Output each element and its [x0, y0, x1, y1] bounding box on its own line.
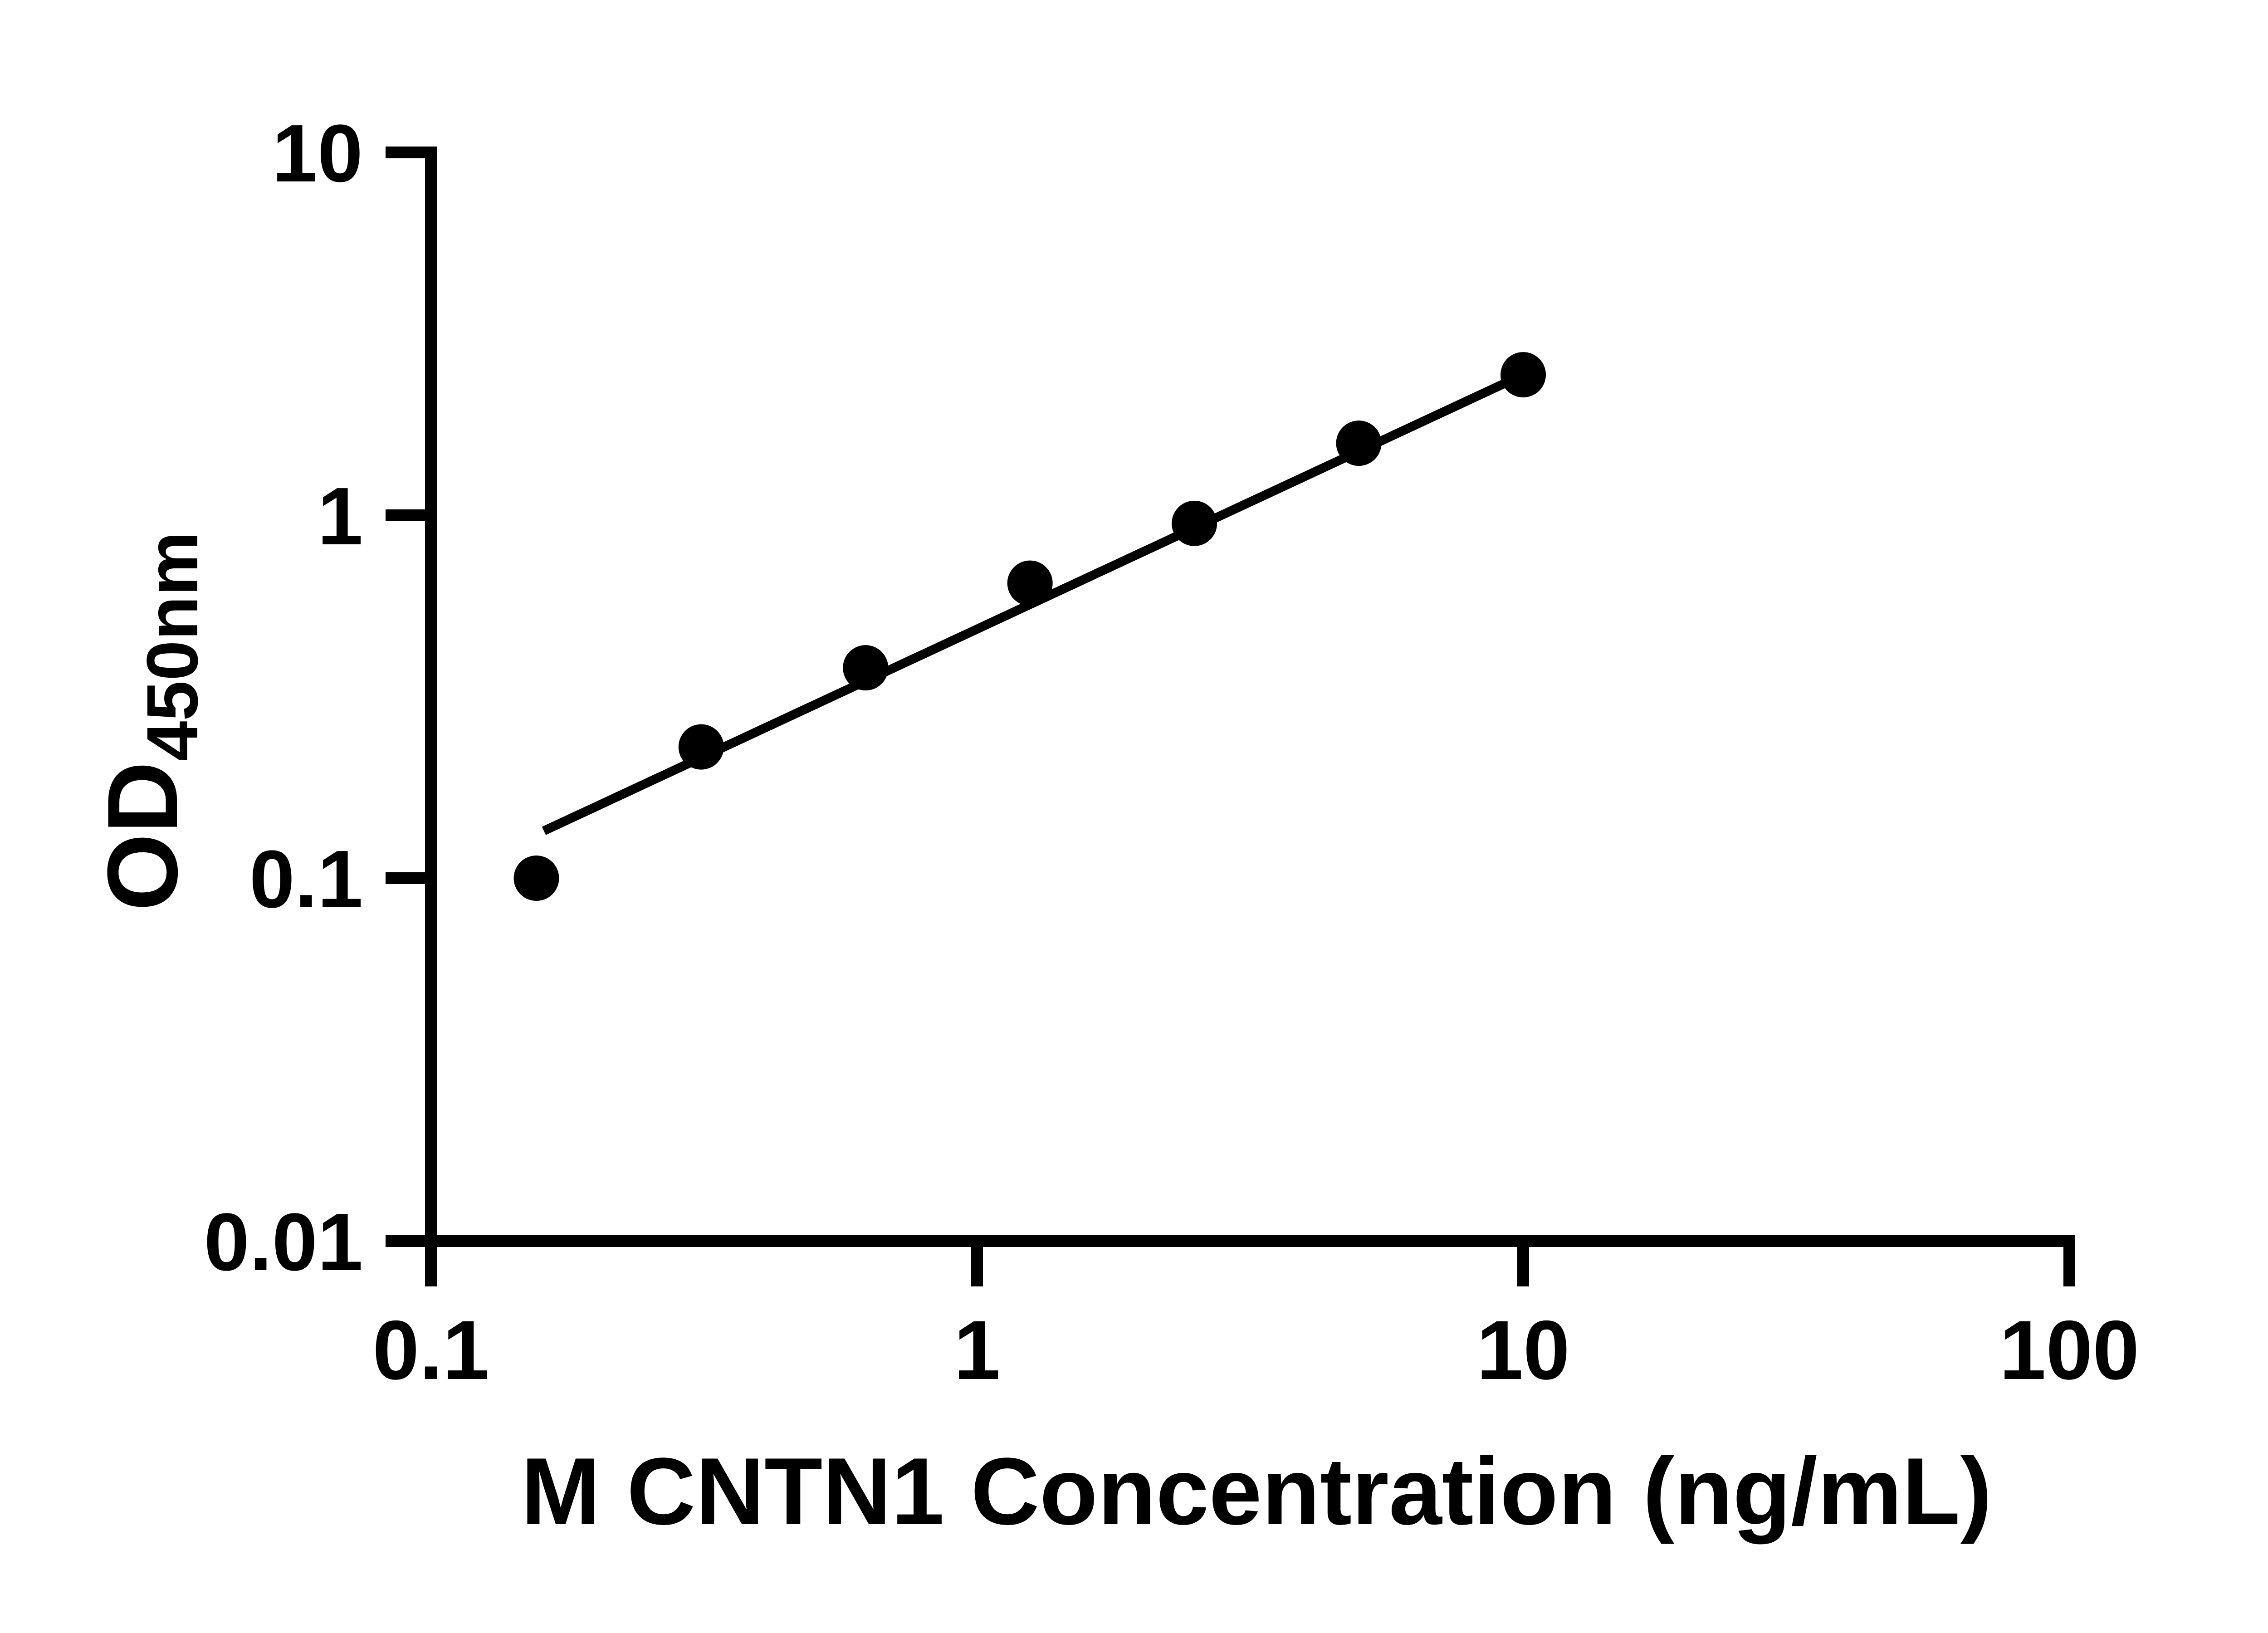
data-points-layer — [513, 352, 1546, 901]
data-point-marker — [1172, 500, 1217, 546]
data-point-marker — [1501, 352, 1546, 398]
data-point-marker — [1007, 560, 1053, 606]
x-axis-title: M CNTN1 Concentration (ng/mL) — [521, 1438, 1992, 1545]
data-point-marker — [513, 856, 559, 901]
x-tick-label-10: 10 — [1476, 1304, 1570, 1397]
x-tick-label-1: 1 — [954, 1304, 1001, 1397]
y-tick-label-0.1: 0.1 — [249, 834, 363, 925]
y-axis-title-subscript: 450nm — [132, 532, 213, 762]
data-point-marker — [843, 645, 889, 691]
y-tick-label-1: 1 — [318, 471, 363, 562]
y-tick-label-10: 10 — [272, 108, 363, 199]
y-tick-label-0.01: 0.01 — [204, 1197, 363, 1288]
y-axis-title-main: OD — [87, 761, 198, 911]
data-point-marker — [1336, 420, 1382, 466]
x-tick-label-0.1: 0.1 — [372, 1304, 489, 1397]
x-tick-label-100: 100 — [1999, 1304, 2140, 1397]
axes-layer — [386, 147, 2075, 1286]
data-point-marker — [678, 724, 724, 770]
y-axis-title: OD450nm — [87, 532, 213, 911]
